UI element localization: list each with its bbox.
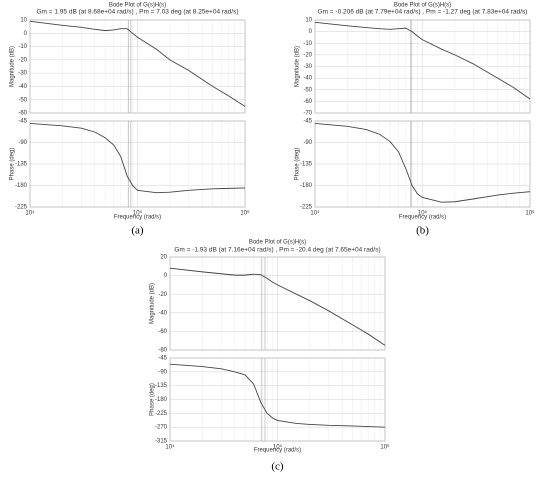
y-tick-label: -70 [303,111,312,117]
caption: (c) [271,461,284,473]
y-tick-label: 0 [164,273,168,279]
y-tick-label: 0 [24,31,28,37]
y-tick-label: -20 [158,292,167,298]
chart-title: Bode Plot of G(s)H(s) [249,240,306,246]
y-axis-label: Magnitude (dB) [10,46,16,87]
caption: (b) [416,225,429,237]
x-tick-label: 10⁵ [418,210,428,217]
y-tick-label: -270 [155,425,168,431]
caption: (a) [131,225,144,237]
phase-line [29,122,246,194]
y-tick-label: -50 [18,97,27,103]
y-tick-label: -315 [155,439,168,445]
y-tick-label: 0 [309,29,313,35]
x-tick-label: 10⁴ [25,210,35,217]
phase-line [314,122,531,203]
chart-subtitle: Gm = -0.206 dB (at 7.79e+04 rad/s) , Pm … [318,9,528,16]
phase-line [169,363,386,428]
y-tick-label: -80 [158,348,167,354]
x-axis-label: Frequency (rad/s) [254,448,301,454]
x-tick-label: 10⁴ [165,444,175,451]
y-tick-label: -225 [155,411,168,417]
y-tick-label: -60 [18,111,27,117]
y-tick-label: -60 [303,99,312,105]
x-axis-label: Frequency (rad/s) [114,215,161,221]
y-axis-label: Phase (deg) [10,148,16,181]
y-tick-label: -90 [18,140,27,146]
x-tick-label: 10⁶ [525,210,535,217]
x-axis-label: Frequency (rad/s) [399,215,446,221]
x-tick-label: 10⁶ [240,210,250,217]
y-tick-label: -20 [18,57,27,63]
y-tick-label: -135 [15,162,28,168]
y-tick-label: -30 [303,64,312,70]
x-tick-label: 10⁵ [133,210,143,217]
y-tick-label: -10 [303,41,312,47]
magnitude-line [29,20,246,107]
y-tick-label: -45 [303,119,312,125]
chart-subtitle: Gm = 1.95 dB (at 8.68e+04 rad/s) , Pm = … [37,9,239,16]
y-tick-label: -180 [300,183,313,189]
y-tick-label: -225 [300,205,313,211]
y-axis-label: Magnitude (dB) [295,46,301,87]
x-tick-label: 10⁴ [310,210,320,217]
x-tick-label: 10⁶ [380,444,390,451]
y-tick-label: 10 [20,18,27,24]
y-tick-label: -180 [15,183,28,189]
chart-subtitle: Gm = -1.93 dB (at 7.16e+04 rad/s) , Pm =… [174,247,380,254]
y-tick-label: -60 [158,329,167,335]
x-tick-label: 10⁵ [273,444,283,451]
chart-title: Bode Plot of G(s)H(s) [109,3,166,9]
y-axis-label: Phase (deg) [295,148,301,181]
y-tick-label: -90 [158,369,167,375]
y-axis-label: Phase (deg) [150,383,156,416]
y-tick-label: 10 [305,18,312,24]
y-tick-label: -225 [15,205,28,211]
y-tick-label: -45 [158,356,167,362]
y-tick-label: -20 [303,52,312,58]
magnitude-line [169,267,386,346]
y-tick-label: -10 [18,44,27,50]
chart-title: Bode Plot of G(s)H(s) [394,3,451,9]
y-tick-label: -135 [155,383,168,389]
magnitude-line [314,21,531,100]
y-tick-label: 20 [160,255,167,261]
y-tick-label: -45 [18,119,27,125]
y-axis-label: Magnitude (dB) [150,283,156,324]
y-tick-label: -40 [303,76,312,82]
y-tick-label: -50 [303,87,312,93]
y-tick-label: -40 [18,84,27,90]
y-tick-label: -90 [303,140,312,146]
y-tick-label: -30 [18,71,27,77]
y-tick-label: -40 [158,310,167,316]
y-tick-label: -180 [155,397,168,403]
y-tick-label: -135 [300,162,313,168]
